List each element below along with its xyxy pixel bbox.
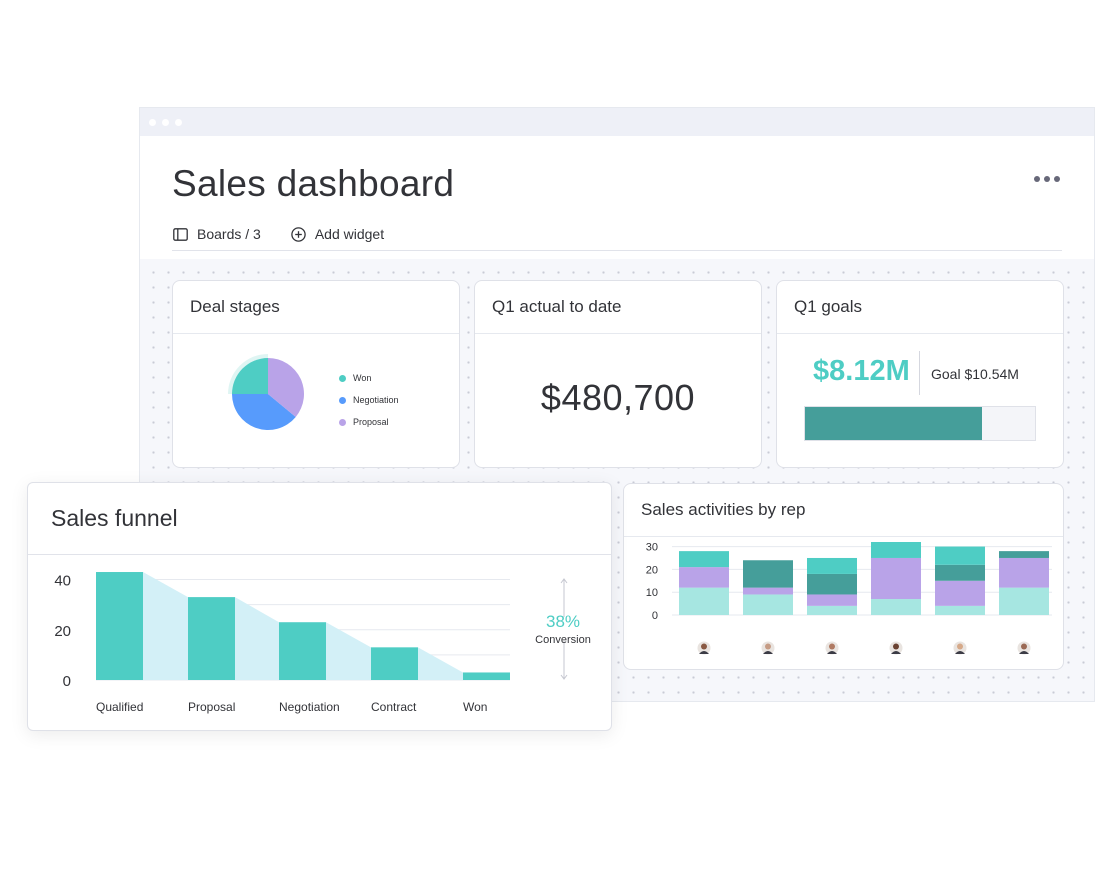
window-control-dot[interactable]	[149, 118, 156, 126]
widget-title: Q1 goals	[777, 281, 1063, 334]
legend-item-negotiation: Negotiation	[339, 389, 399, 411]
q1-actual-widget[interactable]: Q1 actual to date $480,700	[474, 280, 762, 468]
y-tick-label: 30	[646, 542, 658, 554]
stack-segment[interactable]	[935, 546, 985, 565]
conversion-arrow	[560, 578, 568, 680]
sales-activities-stacked-chart: 0 10 20 30	[646, 542, 1052, 655]
x-tick-label: Qualified	[96, 700, 143, 714]
rep-avatar[interactable]	[889, 641, 903, 655]
dashboard-toolbar: Boards / 3 Add widget	[173, 226, 414, 242]
rep-avatar[interactable]	[953, 641, 967, 655]
legend-label: Proposal	[353, 417, 389, 427]
funnel-bar-contract[interactable]	[371, 647, 418, 680]
y-tick-label: 20	[54, 623, 71, 640]
stack-segment[interactable]	[679, 567, 729, 588]
stack-segment[interactable]	[935, 564, 985, 581]
rep-avatar[interactable]	[1017, 641, 1031, 655]
funnel-bar-negotiation[interactable]	[279, 622, 326, 680]
stack-segment[interactable]	[999, 587, 1049, 615]
stack-segment[interactable]	[743, 587, 793, 595]
sales-activities-widget[interactable]: Sales activities by rep 0 10 20 30	[623, 483, 1064, 670]
conversion-value: 38%	[545, 612, 581, 631]
rep-avatar[interactable]	[697, 641, 711, 655]
legend-label: Negotiation	[353, 395, 399, 405]
widget-title: Deal stages	[173, 281, 459, 334]
stack-segment[interactable]	[871, 542, 921, 558]
goal-progress-bar	[804, 406, 1036, 441]
rep-avatar[interactable]	[761, 641, 775, 655]
stack-segment[interactable]	[679, 551, 729, 568]
page-title: Sales dashboard	[172, 163, 455, 204]
stack-segment[interactable]	[807, 594, 857, 606]
window-control-dot[interactable]	[162, 118, 169, 126]
window-control-dot[interactable]	[175, 118, 182, 126]
stack-segment[interactable]	[807, 557, 857, 574]
stack-segment[interactable]	[743, 594, 793, 615]
legend-swatch	[339, 396, 346, 404]
boards-label: Boards / 3	[197, 226, 261, 242]
more-options-icon[interactable]	[1034, 176, 1060, 184]
add-widget-label: Add widget	[314, 226, 385, 242]
pie-slice-proposal[interactable]	[268, 358, 304, 417]
legend-swatch	[339, 374, 346, 382]
goal-divider	[919, 351, 920, 395]
x-tick-label: Proposal	[188, 700, 235, 714]
q1-goal-current-value: $8.12M	[813, 355, 910, 387]
x-tick-label: Contract	[371, 700, 417, 714]
q1-actual-value: $480,700	[540, 377, 696, 418]
sales-funnel-widget[interactable]: Sales funnel Qualified Proposal Negotiatio…	[27, 482, 612, 731]
legend-item-won: Won	[339, 367, 399, 389]
widget-title: Sales funnel	[28, 483, 611, 555]
conversion-label: Conversion	[535, 634, 591, 646]
sales-funnel-chart: Qualified Proposal Negotiation Contract Won 0…	[54, 572, 510, 714]
pie-slice-negotiation[interactable]	[232, 394, 296, 430]
stack-segment[interactable]	[935, 580, 985, 606]
y-tick-label: 40	[54, 573, 71, 590]
add-circle-icon	[291, 226, 306, 242]
q1-goals-widget[interactable]: Q1 goals $8.12M Goal $10.54M	[776, 280, 1064, 468]
stack-segment[interactable]	[999, 557, 1049, 588]
legend-swatch	[339, 418, 346, 426]
deal-stages-widget[interactable]: Deal stages Won Negotiation Proposal	[172, 280, 460, 468]
widget-title: Sales activities by rep	[624, 484, 1063, 537]
stack-segment[interactable]	[807, 573, 857, 595]
window-titlebar	[140, 108, 1094, 136]
board-icon	[173, 227, 188, 241]
pie-legend: Won Negotiation Proposal	[339, 367, 399, 433]
y-tick-label: 20	[646, 564, 658, 576]
legend-item-proposal: Proposal	[339, 411, 399, 433]
y-tick-label: 0	[652, 610, 658, 622]
boards-button[interactable]: Boards / 3	[173, 226, 261, 242]
deal-stages-pie-chart	[228, 354, 304, 430]
widget-title: Q1 actual to date	[475, 281, 761, 334]
x-tick-label: Negotiation	[279, 700, 340, 714]
q1-goal-target: Goal $10.54M	[931, 366, 1019, 382]
dashboard-window: Sales dashboard Boards / 3 Add widget De…	[139, 107, 1095, 702]
funnel-bar-proposal[interactable]	[188, 597, 235, 680]
funnel-bar-won[interactable]	[463, 672, 510, 680]
stack-segment[interactable]	[935, 605, 985, 615]
stack-segment[interactable]	[679, 587, 729, 615]
stack-segment[interactable]	[871, 557, 921, 600]
goal-progress-fill	[805, 407, 983, 440]
pie-slice-won[interactable]	[232, 358, 268, 394]
y-tick-label: 0	[63, 673, 71, 690]
stack-segment[interactable]	[807, 605, 857, 615]
x-tick-label: Won	[463, 700, 487, 714]
stack-segment[interactable]	[743, 560, 793, 588]
funnel-bar-qualified[interactable]	[96, 572, 143, 680]
rep-avatar[interactable]	[825, 641, 839, 655]
stack-segment[interactable]	[999, 551, 1049, 558]
legend-label: Won	[353, 373, 372, 383]
stack-segment[interactable]	[871, 599, 921, 615]
y-tick-label: 10	[646, 587, 658, 599]
toolbar-divider	[172, 250, 1062, 251]
add-widget-button[interactable]: Add widget	[291, 226, 384, 242]
